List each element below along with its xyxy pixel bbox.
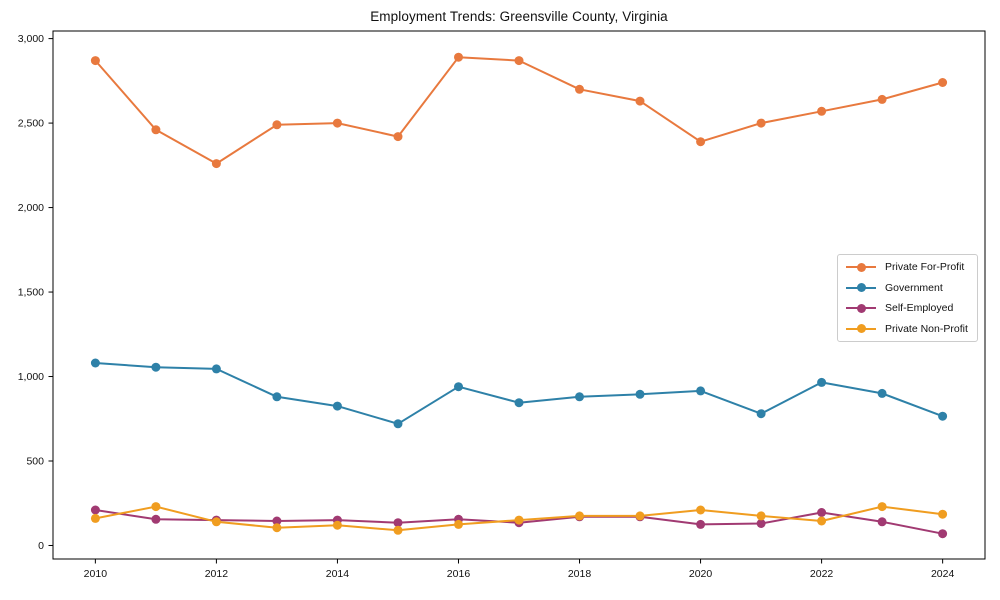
series-line-government — [95, 362, 943, 425]
plot-frame — [52, 30, 986, 560]
y-axis-tick-label: 1,000 — [18, 371, 44, 383]
data-point-government — [938, 411, 948, 421]
legend-entry-private-for-profit: Private For-Profit — [838, 257, 977, 277]
data-point-government — [877, 388, 887, 398]
data-point-private-for-profit — [454, 52, 463, 62]
data-point-private-for-profit — [151, 125, 161, 135]
data-point-government — [575, 392, 584, 402]
data-point-government — [756, 409, 766, 419]
y-axis-tick-label: 1,500 — [18, 287, 44, 299]
data-point-private-for-profit — [877, 94, 887, 104]
legend-marker-private-non-profit-icon — [846, 324, 876, 334]
data-point-government — [817, 377, 827, 387]
data-point-private-for-profit — [635, 96, 645, 106]
data-point-self-employed — [817, 508, 827, 517]
data-point-government — [272, 392, 282, 402]
data-point-government — [514, 398, 524, 408]
data-point-private-for-profit — [393, 132, 403, 142]
legend-label: Private Non-Profit — [885, 322, 968, 335]
legend-entry-private-non-profit: Private Non-Profit — [838, 319, 977, 339]
data-point-government — [696, 386, 706, 396]
legend-marker-private-for-profit-icon — [846, 262, 876, 272]
data-point-private-for-profit — [696, 137, 706, 147]
data-point-private-non-profit — [272, 523, 282, 533]
x-axis-tick-label: 2010 — [84, 568, 108, 580]
x-axis-tick-label: 2014 — [326, 568, 350, 580]
x-axis-tick-label: 2024 — [931, 568, 955, 580]
data-point-self-employed — [938, 529, 948, 539]
legend: Private For-Profit Government Self-Emplo… — [837, 254, 978, 342]
legend-entry-government: Government — [838, 278, 977, 298]
data-point-government — [211, 364, 221, 374]
data-point-self-employed — [272, 516, 282, 526]
y-axis-tick-label: 3,000 — [18, 33, 44, 45]
data-point-private-for-profit — [938, 78, 948, 87]
data-point-self-employed — [696, 519, 706, 529]
data-point-private-for-profit — [332, 118, 342, 128]
y-axis-tick-label: 2,000 — [18, 202, 44, 214]
y-axis-tick-label: 2,500 — [18, 118, 44, 130]
x-axis-tick-label: 2018 — [568, 568, 592, 580]
data-point-government — [393, 419, 403, 429]
data-point-private-for-profit — [817, 106, 827, 116]
x-axis-tick-label: 2022 — [810, 568, 834, 580]
chart-title: Employment Trends: Greensville County, V… — [370, 9, 668, 24]
legend-entry-self-employed: Self-Employed — [838, 298, 977, 318]
data-point-self-employed — [90, 505, 100, 515]
data-point-private-for-profit — [756, 118, 766, 128]
data-point-private-non-profit — [696, 505, 706, 515]
data-point-self-employed — [151, 514, 161, 524]
legend-label: Self-Employed — [885, 302, 954, 315]
data-point-private-non-profit — [938, 509, 948, 519]
data-point-private-non-profit — [877, 502, 887, 512]
data-point-self-employed — [393, 518, 403, 528]
data-point-government — [332, 401, 342, 411]
legend-label: Government — [885, 281, 943, 294]
data-point-government — [151, 362, 161, 372]
x-axis-tick-label: 2012 — [205, 568, 229, 580]
x-axis-tick-label: 2020 — [689, 568, 713, 580]
data-point-private-non-profit — [756, 511, 766, 521]
data-point-private-non-profit — [332, 520, 342, 530]
data-point-private-for-profit — [211, 159, 221, 169]
data-point-private-non-profit — [817, 516, 827, 526]
data-point-private-non-profit — [211, 517, 221, 527]
data-point-private-non-profit — [393, 525, 403, 535]
data-point-private-non-profit — [151, 502, 161, 512]
data-point-private-non-profit — [514, 515, 524, 525]
data-point-private-for-profit — [514, 56, 524, 66]
data-point-private-non-profit — [635, 511, 645, 521]
data-point-private-non-profit — [454, 519, 463, 529]
data-point-self-employed — [877, 517, 887, 527]
data-point-government — [90, 358, 100, 368]
data-point-government — [635, 389, 645, 399]
data-point-private-non-profit — [90, 513, 100, 523]
data-point-private-for-profit — [90, 56, 100, 66]
legend-marker-self-employed-icon — [846, 303, 876, 313]
data-point-government — [454, 382, 463, 392]
data-point-self-employed — [756, 519, 766, 528]
legend-marker-government-icon — [846, 283, 876, 293]
x-axis-tick-label: 2016 — [447, 568, 471, 580]
y-axis-tick-label: 500 — [26, 456, 44, 468]
data-point-private-non-profit — [575, 511, 584, 521]
y-axis-tick-label: 0 — [38, 540, 44, 552]
series-line-private-for-profit — [94, 56, 943, 165]
legend-label: Private For-Profit — [885, 261, 965, 274]
data-point-private-for-profit — [272, 120, 282, 130]
data-point-private-for-profit — [575, 84, 584, 94]
